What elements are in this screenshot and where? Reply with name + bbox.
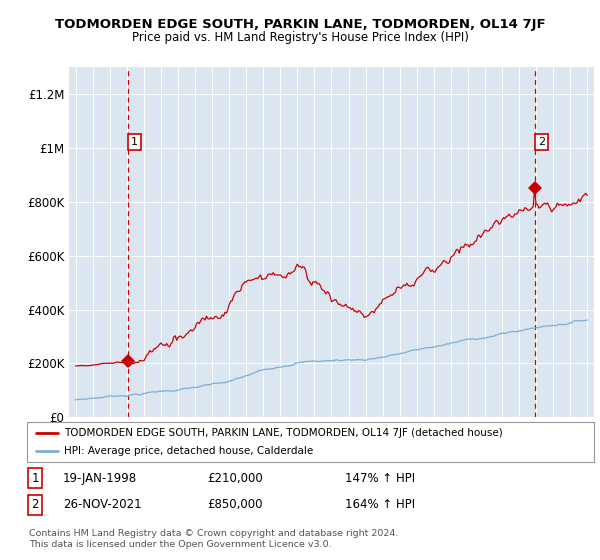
Text: Contains HM Land Registry data © Crown copyright and database right 2024.
This d: Contains HM Land Registry data © Crown c…	[29, 529, 398, 549]
Text: 1: 1	[31, 472, 39, 484]
Text: £850,000: £850,000	[207, 498, 263, 511]
Text: 2: 2	[31, 498, 39, 511]
Text: TODMORDEN EDGE SOUTH, PARKIN LANE, TODMORDEN, OL14 7JF (detached house): TODMORDEN EDGE SOUTH, PARKIN LANE, TODMO…	[64, 428, 503, 437]
Text: 1: 1	[131, 137, 138, 147]
Text: 164% ↑ HPI: 164% ↑ HPI	[345, 498, 415, 511]
Text: HPI: Average price, detached house, Calderdale: HPI: Average price, detached house, Cald…	[64, 446, 313, 456]
Text: £210,000: £210,000	[207, 472, 263, 484]
Text: 2: 2	[538, 137, 545, 147]
Text: 19-JAN-1998: 19-JAN-1998	[63, 472, 137, 484]
Text: TODMORDEN EDGE SOUTH, PARKIN LANE, TODMORDEN, OL14 7JF: TODMORDEN EDGE SOUTH, PARKIN LANE, TODMO…	[55, 18, 545, 31]
Text: 26-NOV-2021: 26-NOV-2021	[63, 498, 142, 511]
Text: 147% ↑ HPI: 147% ↑ HPI	[345, 472, 415, 484]
Text: Price paid vs. HM Land Registry's House Price Index (HPI): Price paid vs. HM Land Registry's House …	[131, 31, 469, 44]
